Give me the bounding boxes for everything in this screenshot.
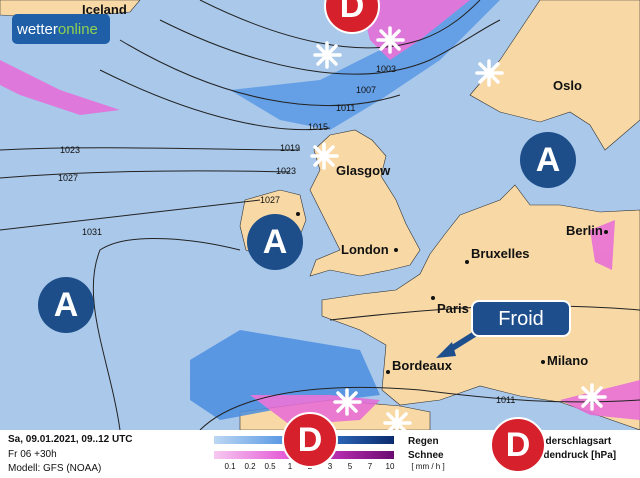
isobar-label: 1011 [496,395,515,405]
snow-symbols [310,26,607,437]
low-marker [324,0,380,34]
low-label: D [506,426,531,464]
callout-text: Froid [498,308,544,330]
scale-label: 0.1 [224,462,236,471]
pressure-systems: A A A D D D [38,0,576,473]
logo: wetteronline [12,14,110,44]
footer-model: Modell: GFS (NOAA) [8,463,101,474]
isobar-label: 1015 [308,122,328,132]
place-label: Iceland [82,2,127,17]
city-dots [296,212,608,374]
callout: Froid [436,300,571,358]
place-label: Bruxelles [471,246,530,261]
legend-snow: Schnee [408,450,444,461]
scale-label: 7 [368,462,373,471]
isobar-label: 1023 [276,166,296,176]
isobar-label: 1007 [356,85,376,95]
place-label: Berlin [566,223,603,238]
high-marker [520,132,576,188]
logo-text: wetteronline [16,21,98,38]
low-label: D [298,421,323,459]
footer-run: Fr 06 +30h [8,449,57,460]
legend-type: Niederschlagsart [530,436,612,447]
footer-date: Sa, 09.01.2021, 09..12 UTC [8,434,133,445]
low-marker [490,417,546,473]
legend-rain: Regen [408,436,439,447]
scale-label: 3 [328,462,333,471]
scale-label: 10 [386,462,395,471]
isobar-label: 1011 [336,103,355,113]
isobar-label: 1027 [58,173,78,183]
scale-label: 5 [348,462,353,471]
isobar-label: 1023 [60,145,80,155]
place-label: London [341,242,389,257]
scale-label: 0.5 [264,462,276,471]
legend-pressure: Bodendruck [hPa] [530,450,616,461]
precipitation [0,0,640,425]
isobar-label: 1027 [260,195,280,205]
place-label: Milano [547,353,588,368]
scale-label: 1 [288,462,293,471]
low-marker [282,412,338,468]
place-label: Paris [437,301,469,316]
high-label: A [536,141,561,179]
isobar-label: 1031 [82,227,102,237]
place-label: Glasgow [336,163,391,178]
isobar-label: 1003 [376,64,396,74]
high-label: A [54,286,79,324]
high-label: A [263,223,288,261]
place-label: Bordeaux [392,358,453,373]
legend-unit: [ mm / h ] [411,462,444,471]
scale-label: 0.2 [244,462,256,471]
isobar-label: 1019 [280,143,300,153]
high-marker [247,214,303,270]
high-marker [38,277,94,333]
low-label: D [340,0,365,25]
place-label: Oslo [553,78,582,93]
